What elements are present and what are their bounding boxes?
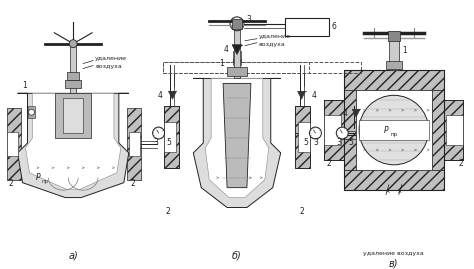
Circle shape <box>153 127 164 139</box>
Polygon shape <box>168 91 176 99</box>
Bar <box>67 72 79 80</box>
Polygon shape <box>352 109 360 117</box>
Circle shape <box>336 127 348 139</box>
Polygon shape <box>18 93 129 197</box>
Bar <box>55 93 91 138</box>
Bar <box>356 90 432 170</box>
Text: 3: 3 <box>313 139 318 147</box>
Bar <box>324 115 341 145</box>
Polygon shape <box>205 79 269 197</box>
Bar <box>344 70 444 90</box>
Bar <box>344 70 444 190</box>
Text: воздуха: воздуха <box>259 42 286 47</box>
Text: удаление: удаление <box>95 56 127 61</box>
Text: пр: пр <box>391 132 398 137</box>
Circle shape <box>28 109 35 115</box>
Text: удаление: удаление <box>259 34 291 39</box>
Polygon shape <box>223 83 251 188</box>
Text: 1: 1 <box>23 81 27 90</box>
Text: удаление воздуха: удаление воздуха <box>364 251 424 256</box>
Bar <box>294 106 310 168</box>
Bar <box>359 120 428 140</box>
Text: 2: 2 <box>327 159 331 168</box>
Bar <box>232 19 242 29</box>
Bar <box>234 24 240 79</box>
Text: 5: 5 <box>166 139 171 147</box>
Bar <box>7 108 20 180</box>
Bar <box>344 170 444 190</box>
Circle shape <box>230 17 244 31</box>
Text: 5: 5 <box>349 139 354 147</box>
Text: 3: 3 <box>246 15 251 24</box>
Text: 4: 4 <box>311 91 316 100</box>
Bar <box>129 132 140 156</box>
Bar <box>163 62 310 73</box>
Bar <box>164 106 180 168</box>
Bar <box>432 90 444 170</box>
Text: 2: 2 <box>458 159 463 168</box>
Text: 4: 4 <box>342 109 347 118</box>
Text: P: P <box>36 173 40 182</box>
Bar <box>163 62 361 73</box>
Bar <box>444 100 464 160</box>
Text: 3: 3 <box>153 139 158 147</box>
Text: в): в) <box>389 258 399 268</box>
Bar <box>27 106 36 118</box>
Bar <box>285 18 329 36</box>
Bar <box>388 31 400 41</box>
Text: 1: 1 <box>219 59 224 68</box>
Bar <box>389 36 399 70</box>
Text: 6: 6 <box>331 22 336 31</box>
Polygon shape <box>26 93 121 190</box>
Bar <box>447 115 464 145</box>
Text: 1: 1 <box>402 46 407 55</box>
Text: 4: 4 <box>158 91 163 100</box>
Text: 5: 5 <box>303 139 308 147</box>
Text: 2: 2 <box>9 179 13 188</box>
Polygon shape <box>232 45 242 55</box>
Bar <box>386 61 402 69</box>
Text: а): а) <box>68 250 78 260</box>
Text: 4: 4 <box>223 45 228 54</box>
Bar <box>294 106 310 168</box>
Bar <box>324 100 344 160</box>
Circle shape <box>310 127 321 139</box>
Text: 2: 2 <box>131 179 136 188</box>
Bar <box>127 108 141 180</box>
Bar <box>164 106 180 168</box>
Text: 3: 3 <box>337 139 342 147</box>
Bar <box>324 100 344 160</box>
Bar <box>164 122 176 152</box>
Text: 2: 2 <box>300 207 304 216</box>
Bar <box>70 46 76 93</box>
Circle shape <box>359 95 428 165</box>
Polygon shape <box>298 91 306 99</box>
Bar <box>227 66 247 76</box>
Text: воздуха: воздуха <box>95 64 122 69</box>
Text: пр: пр <box>41 179 48 184</box>
Bar <box>298 122 310 152</box>
Bar <box>63 98 83 133</box>
Polygon shape <box>193 79 281 207</box>
Text: P: P <box>384 126 389 134</box>
Text: 2: 2 <box>165 207 170 216</box>
Bar <box>65 80 81 88</box>
Bar <box>344 90 356 170</box>
Bar <box>7 132 18 156</box>
Bar <box>444 100 464 160</box>
Circle shape <box>69 40 77 48</box>
Text: б): б) <box>232 250 242 260</box>
